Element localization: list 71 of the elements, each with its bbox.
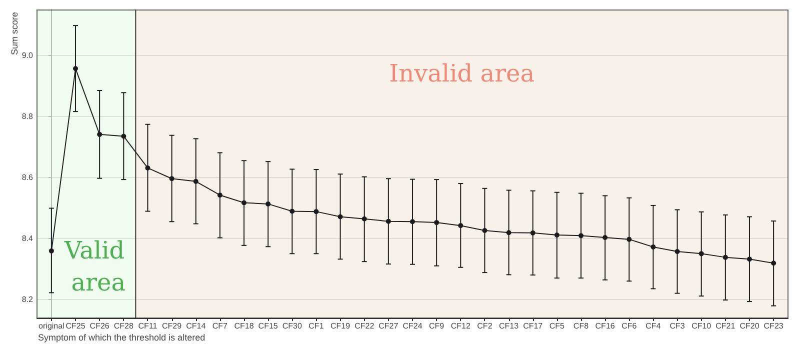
point xyxy=(73,66,78,72)
point xyxy=(217,192,222,198)
point xyxy=(771,260,776,266)
point xyxy=(386,218,391,224)
y-tick-label: 8.6 xyxy=(22,173,34,182)
x-tick-label: CF6 xyxy=(622,322,638,330)
x-tick-label: CF30 xyxy=(282,322,302,330)
point xyxy=(314,209,319,214)
y-tick-label: 8.2 xyxy=(22,295,34,304)
x-tick-label: CF15 xyxy=(258,322,278,330)
x-tick-label: CF16 xyxy=(595,322,616,330)
x-tick-label: CF8 xyxy=(573,322,590,330)
point xyxy=(193,178,198,184)
point xyxy=(169,176,174,182)
point xyxy=(242,200,247,206)
y-tick-label: 8.8 xyxy=(22,112,34,122)
x-tick-label: CF24 xyxy=(402,322,423,330)
band-label: Valid area xyxy=(63,236,132,296)
x-tick-label: CF25 xyxy=(66,322,86,330)
point xyxy=(602,234,608,240)
x-tick-label: CF4 xyxy=(646,322,662,330)
x-tick-label: CF5 xyxy=(549,322,566,330)
y-axis-title: Sum score xyxy=(10,12,20,56)
x-tick-label: CF29 xyxy=(162,322,182,330)
point xyxy=(578,233,584,238)
point xyxy=(722,254,728,260)
x-tick-label: CF9 xyxy=(429,322,445,330)
x-tick-label: CF20 xyxy=(740,322,760,330)
point xyxy=(482,228,488,233)
x-tick-label: CF26 xyxy=(90,322,110,330)
point xyxy=(626,236,632,242)
point xyxy=(290,208,295,214)
x-tick-label: CF14 xyxy=(186,322,206,330)
y-tick-label: 9.0 xyxy=(22,51,34,60)
point xyxy=(434,220,440,226)
x-tick-label: CF27 xyxy=(378,322,399,330)
x-tick-label: CF17 xyxy=(523,322,544,330)
point xyxy=(698,251,704,256)
x-tick-label: CF11 xyxy=(138,322,158,330)
point xyxy=(97,132,102,137)
x-axis-title: Symptom of which the threshold is altered xyxy=(38,332,206,342)
point xyxy=(746,256,752,262)
x-tick-label: CF23 xyxy=(764,322,784,330)
x-tick-label: CF13 xyxy=(499,322,520,330)
point xyxy=(458,223,464,228)
x-tick-label: CF1 xyxy=(308,322,324,330)
point xyxy=(48,248,54,254)
x-tick-label: original xyxy=(38,322,65,330)
point xyxy=(674,249,680,254)
x-tick-label: CF19 xyxy=(330,322,351,330)
point xyxy=(266,201,271,206)
x-tick-label: CF22 xyxy=(354,322,375,330)
point xyxy=(530,230,536,236)
point xyxy=(650,244,656,250)
point xyxy=(121,134,126,139)
x-tick-label: CF28 xyxy=(114,322,134,330)
band-label: Invalid area xyxy=(389,60,535,88)
x-tick-label: CF7 xyxy=(212,322,228,330)
point xyxy=(362,216,367,222)
x-tick-label: CF12 xyxy=(450,322,471,330)
x-tick-label: CF3 xyxy=(670,322,686,330)
point xyxy=(554,232,560,238)
x-tick-label: CF18 xyxy=(234,322,254,330)
x-tick-label: CF2 xyxy=(477,322,493,330)
y-tick-label: 8.4 xyxy=(22,234,34,244)
point xyxy=(506,230,512,236)
point xyxy=(338,214,343,220)
point xyxy=(410,219,415,224)
point xyxy=(145,165,150,170)
x-tick-label: CF10 xyxy=(692,322,712,330)
x-tick-label: CF21 xyxy=(716,322,736,330)
